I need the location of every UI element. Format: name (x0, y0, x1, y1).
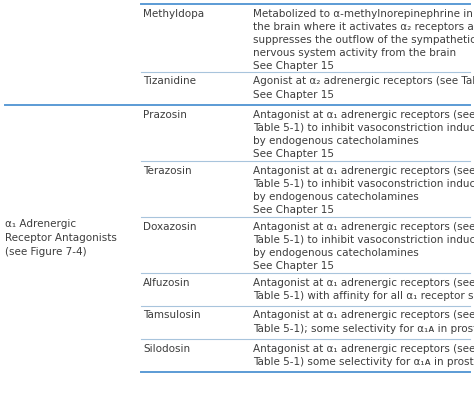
Text: Tizanidine: Tizanidine (143, 77, 196, 87)
Text: Doxazosin: Doxazosin (143, 222, 197, 231)
Text: Antagonist at α₁ adrenergic receptors (see
Table 5-1) to inhibit vasoconstrictio: Antagonist at α₁ adrenergic receptors (s… (253, 166, 474, 215)
Text: α₁ Adrenergic
Receptor Antagonists
(see Figure 7-4): α₁ Adrenergic Receptor Antagonists (see … (5, 219, 117, 257)
Text: Methyldopa: Methyldopa (143, 9, 204, 19)
Text: Antagonist at α₁ adrenergic receptors (see
Table 5-1) to inhibit vasoconstrictio: Antagonist at α₁ adrenergic receptors (s… (253, 222, 474, 271)
Text: Agonist at α₂ adrenergic receptors (see Table 5-1)
See Chapter 15: Agonist at α₂ adrenergic receptors (see … (253, 77, 474, 100)
Text: Prazosin: Prazosin (143, 110, 187, 119)
Text: Metabolized to α-methylnorepinephrine in
the brain where it activates α₂ recepto: Metabolized to α-methylnorepinephrine in… (253, 9, 474, 71)
Text: Antagonist at α₁ adrenergic receptors (see
Table 5-1) with affinity for all α₁ r: Antagonist at α₁ adrenergic receptors (s… (253, 278, 474, 301)
Text: Alfuzosin: Alfuzosin (143, 278, 191, 287)
Text: Terazosin: Terazosin (143, 166, 191, 175)
Text: Tamsulosin: Tamsulosin (143, 310, 201, 320)
Text: Antagonist at α₁ adrenergic receptors (see
Table 5-1) some selectivity for α₁ᴀ i: Antagonist at α₁ adrenergic receptors (s… (253, 343, 474, 366)
Text: Antagonist at α₁ adrenergic receptors (see
Table 5-1); some selectivity for α₁ᴀ : Antagonist at α₁ adrenergic receptors (s… (253, 310, 474, 333)
Text: Silodosin: Silodosin (143, 343, 190, 353)
Text: Antagonist at α₁ adrenergic receptors (see
Table 5-1) to inhibit vasoconstrictio: Antagonist at α₁ adrenergic receptors (s… (253, 110, 474, 159)
